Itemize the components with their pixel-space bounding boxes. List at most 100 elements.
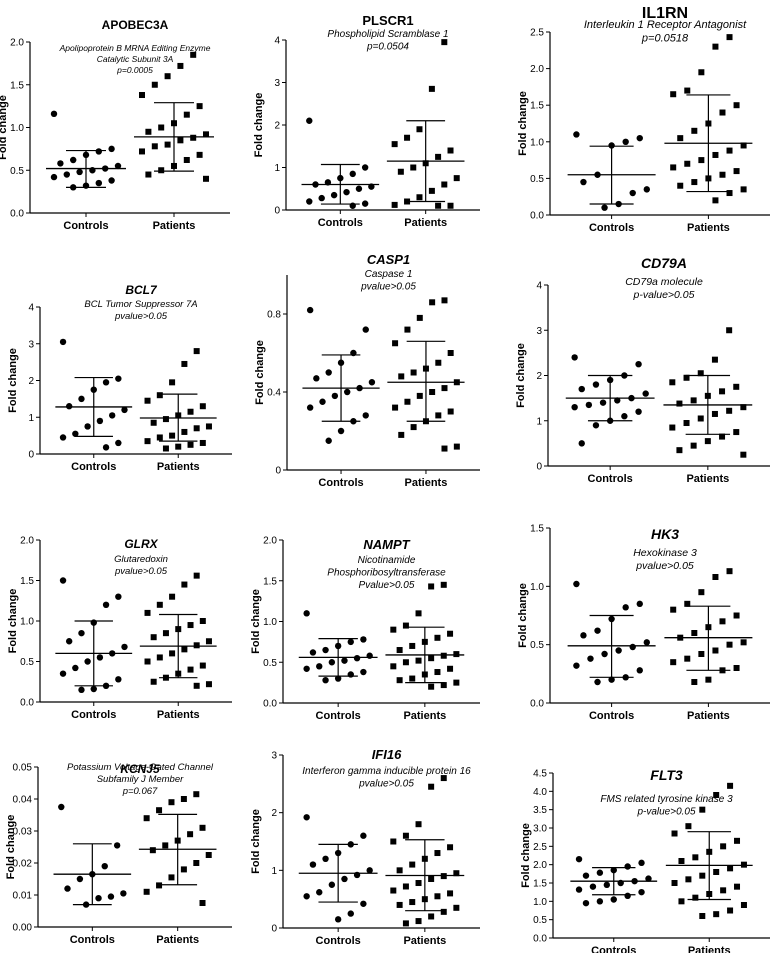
data-point-controls [366,867,373,874]
data-point-patients [402,920,409,927]
data-point-patients [727,865,734,872]
data-point-patients [726,407,733,414]
data-point-patients [685,876,692,883]
data-point-patients [416,392,423,399]
data-point-patients [390,838,397,845]
data-point-controls [115,593,122,600]
data-point-controls [330,191,338,199]
data-point-patients [181,581,188,588]
data-point-controls [573,662,580,669]
y-tick-label: 2 [271,808,277,819]
data-point-patients [740,186,747,193]
y-tick-label: 4.5 [533,769,547,780]
y-axis-label: Fold change [7,348,19,413]
data-point-patients [740,142,747,149]
data-point-patients [144,397,151,404]
data-point-patients [187,408,194,415]
x-tick-label: Patients [157,709,200,721]
data-point-controls [624,863,631,870]
data-point-patients [720,843,727,850]
data-point-patients [190,51,197,58]
data-point-controls [331,392,339,400]
data-point-patients [193,682,200,689]
data-point-patients [734,883,741,890]
data-point-patients [415,880,422,887]
data-point-patients [205,681,212,688]
x-tick-label: Patients [156,934,199,946]
data-point-patients [391,201,398,208]
data-point-patients [697,415,704,422]
chart-subtitle-line: pvalue>0.05 [635,560,694,572]
data-point-patients [712,151,719,158]
data-point-patients [705,676,712,683]
data-point-patients [156,434,163,441]
data-point-controls [362,326,369,333]
y-tick-label: 1.0 [530,137,544,148]
data-point-patients [150,634,157,641]
data-point-patients [156,807,163,814]
data-point-patients [670,606,677,613]
x-tick-label: Patients [687,710,730,722]
data-point-patients [678,858,685,864]
data-point-patients [415,657,422,664]
data-point-patients [169,650,176,657]
data-point-controls [316,889,323,896]
data-point-patients [734,837,741,844]
data-point-patients [441,385,448,392]
data-point-controls [313,375,320,382]
data-point-controls [108,177,115,184]
data-point-controls [96,654,104,661]
data-point-controls [573,131,580,138]
data-point-patients [704,438,711,445]
x-tick-label: Controls [71,461,116,473]
x-tick-label: Controls [316,935,361,947]
data-point-controls [115,439,122,447]
data-point-patients [402,659,409,666]
data-point-patients [150,678,157,685]
data-point-patients [196,103,203,110]
y-tick-label: 0 [271,924,277,935]
data-point-patients [447,890,454,897]
chart-subtitle-line: Nicotinamide [358,555,416,566]
data-point-patients [726,641,733,648]
data-point-patients [726,190,733,197]
data-point-controls [121,406,128,414]
chart-title: PLSCR1 [362,13,413,28]
data-point-controls [645,875,652,882]
data-point-controls [343,188,350,196]
data-point-patients [447,844,454,851]
data-point-patients [183,156,190,163]
y-tick-label: 0.5 [10,166,24,177]
data-point-patients [416,194,423,201]
data-point-controls [636,134,643,142]
data-point-patients [410,424,417,431]
data-point-patients [409,861,416,868]
y-tick-label: 0.05 [13,763,33,774]
y-tick-label: 0.00 [13,923,33,934]
y-tick-label: 0.0 [20,698,34,709]
data-point-patients [711,356,718,363]
data-point-patients [678,898,685,905]
data-point-patients [199,662,206,669]
data-point-patients [199,900,206,906]
y-tick-label: 2.0 [263,536,277,547]
data-point-controls [610,896,617,903]
data-point-patients [158,167,165,174]
data-point-patients [391,141,398,148]
data-point-patients [415,821,422,828]
data-point-patients [692,854,699,861]
chart-subtitle-line: p=0.0504 [366,42,409,53]
data-point-patients [740,404,747,411]
y-tick-label: 1.5 [20,576,34,587]
data-point-controls [107,893,115,900]
data-point-patients [727,907,734,914]
data-point-patients [156,654,163,661]
data-point-controls [592,381,600,388]
y-tick-label: 1 [536,416,542,427]
data-point-patients [404,134,411,141]
data-point-controls [361,200,369,207]
y-tick-label: 2 [28,376,34,387]
data-point-patients [199,439,206,446]
data-point-patients [428,85,435,92]
